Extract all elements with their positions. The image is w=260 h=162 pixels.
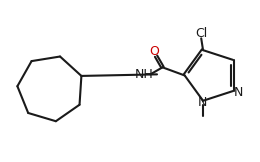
Text: O: O — [150, 45, 159, 58]
Text: N: N — [234, 86, 243, 99]
Text: Cl: Cl — [195, 27, 207, 40]
Text: N: N — [198, 96, 207, 109]
Text: NH: NH — [135, 68, 153, 81]
